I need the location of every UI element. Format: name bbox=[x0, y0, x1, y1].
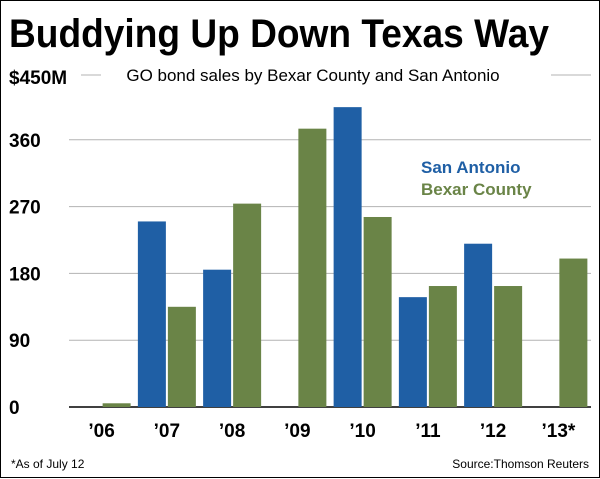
bar-bexar-county bbox=[298, 128, 327, 407]
bar-bexar-county bbox=[494, 286, 523, 407]
x-tick-label: ’07 bbox=[154, 421, 180, 442]
y-tick-label: 180 bbox=[9, 264, 41, 285]
x-tick-label: ’06 bbox=[88, 421, 114, 442]
bar-san-antonio bbox=[333, 107, 362, 408]
x-tick-label: ’11 bbox=[415, 421, 441, 442]
legend-san-antonio: San Antonio bbox=[421, 158, 520, 177]
bars-layer bbox=[102, 107, 588, 408]
bar-san-antonio bbox=[203, 269, 232, 407]
bar-bexar-county bbox=[428, 286, 457, 407]
legend-bexar-county: Bexar County bbox=[421, 180, 532, 199]
y-tick-label: 270 bbox=[9, 198, 41, 219]
bar-san-antonio bbox=[464, 243, 493, 407]
bar-bexar-county bbox=[167, 306, 196, 407]
footnote: *As of July 12 bbox=[11, 457, 85, 471]
y-tick-label: 360 bbox=[9, 131, 41, 152]
chart-title: Buddying Up Down Texas Way bbox=[9, 12, 550, 56]
bar-bexar-county bbox=[363, 216, 392, 407]
y-tick-label: 0 bbox=[9, 398, 20, 419]
x-tick-label: ’12 bbox=[480, 421, 506, 442]
y-tick-label: 90 bbox=[9, 331, 30, 352]
chart-subtitle: GO bond sales by Bexar County and San An… bbox=[126, 66, 499, 85]
bar-bexar-county bbox=[102, 403, 131, 407]
y-axis-top-label: $450M bbox=[9, 68, 67, 89]
bar-bexar-county bbox=[233, 203, 262, 407]
bar-san-antonio bbox=[137, 221, 166, 407]
x-tick-label: ’13* bbox=[541, 421, 575, 442]
bar-bexar-county bbox=[559, 258, 588, 407]
x-tick-label: ’08 bbox=[219, 421, 245, 442]
source-note: Source:Thomson Reuters bbox=[452, 457, 589, 471]
x-tick-label: ’10 bbox=[349, 421, 375, 442]
labels-layer: 0 90 180 270 360 ’06 ’07 ’08 ’09 ’10 ’11 ’12 ’13* bbox=[9, 131, 576, 442]
bar-san-antonio bbox=[398, 297, 427, 407]
x-tick-label: ’09 bbox=[284, 421, 310, 442]
